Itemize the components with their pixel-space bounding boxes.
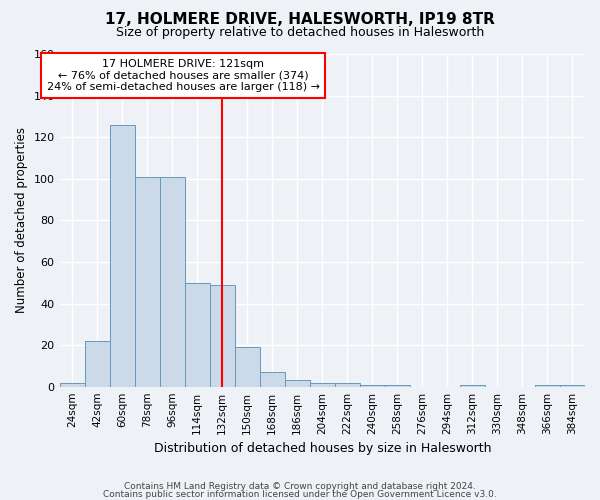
Bar bbox=[110, 124, 134, 386]
Bar bbox=[134, 176, 160, 386]
Text: 17, HOLMERE DRIVE, HALESWORTH, IP19 8TR: 17, HOLMERE DRIVE, HALESWORTH, IP19 8TR bbox=[105, 12, 495, 28]
Bar bbox=[85, 341, 110, 386]
Text: Contains HM Land Registry data © Crown copyright and database right 2024.: Contains HM Land Registry data © Crown c… bbox=[124, 482, 476, 491]
Text: 17 HOLMERE DRIVE: 121sqm
← 76% of detached houses are smaller (374)
24% of semi-: 17 HOLMERE DRIVE: 121sqm ← 76% of detach… bbox=[47, 59, 320, 92]
Text: Size of property relative to detached houses in Halesworth: Size of property relative to detached ho… bbox=[116, 26, 484, 39]
Bar bbox=[335, 382, 360, 386]
Bar bbox=[460, 384, 485, 386]
Bar bbox=[59, 382, 85, 386]
Bar bbox=[185, 282, 209, 387]
Bar bbox=[235, 347, 260, 387]
Bar bbox=[285, 380, 310, 386]
Bar bbox=[385, 384, 410, 386]
Bar bbox=[560, 384, 585, 386]
Bar bbox=[535, 384, 560, 386]
Bar bbox=[260, 372, 285, 386]
Bar bbox=[360, 384, 385, 386]
Bar bbox=[209, 285, 235, 386]
Bar bbox=[160, 176, 185, 386]
X-axis label: Distribution of detached houses by size in Halesworth: Distribution of detached houses by size … bbox=[154, 442, 491, 455]
Text: Contains public sector information licensed under the Open Government Licence v3: Contains public sector information licen… bbox=[103, 490, 497, 499]
Y-axis label: Number of detached properties: Number of detached properties bbox=[15, 128, 28, 314]
Bar bbox=[310, 382, 335, 386]
